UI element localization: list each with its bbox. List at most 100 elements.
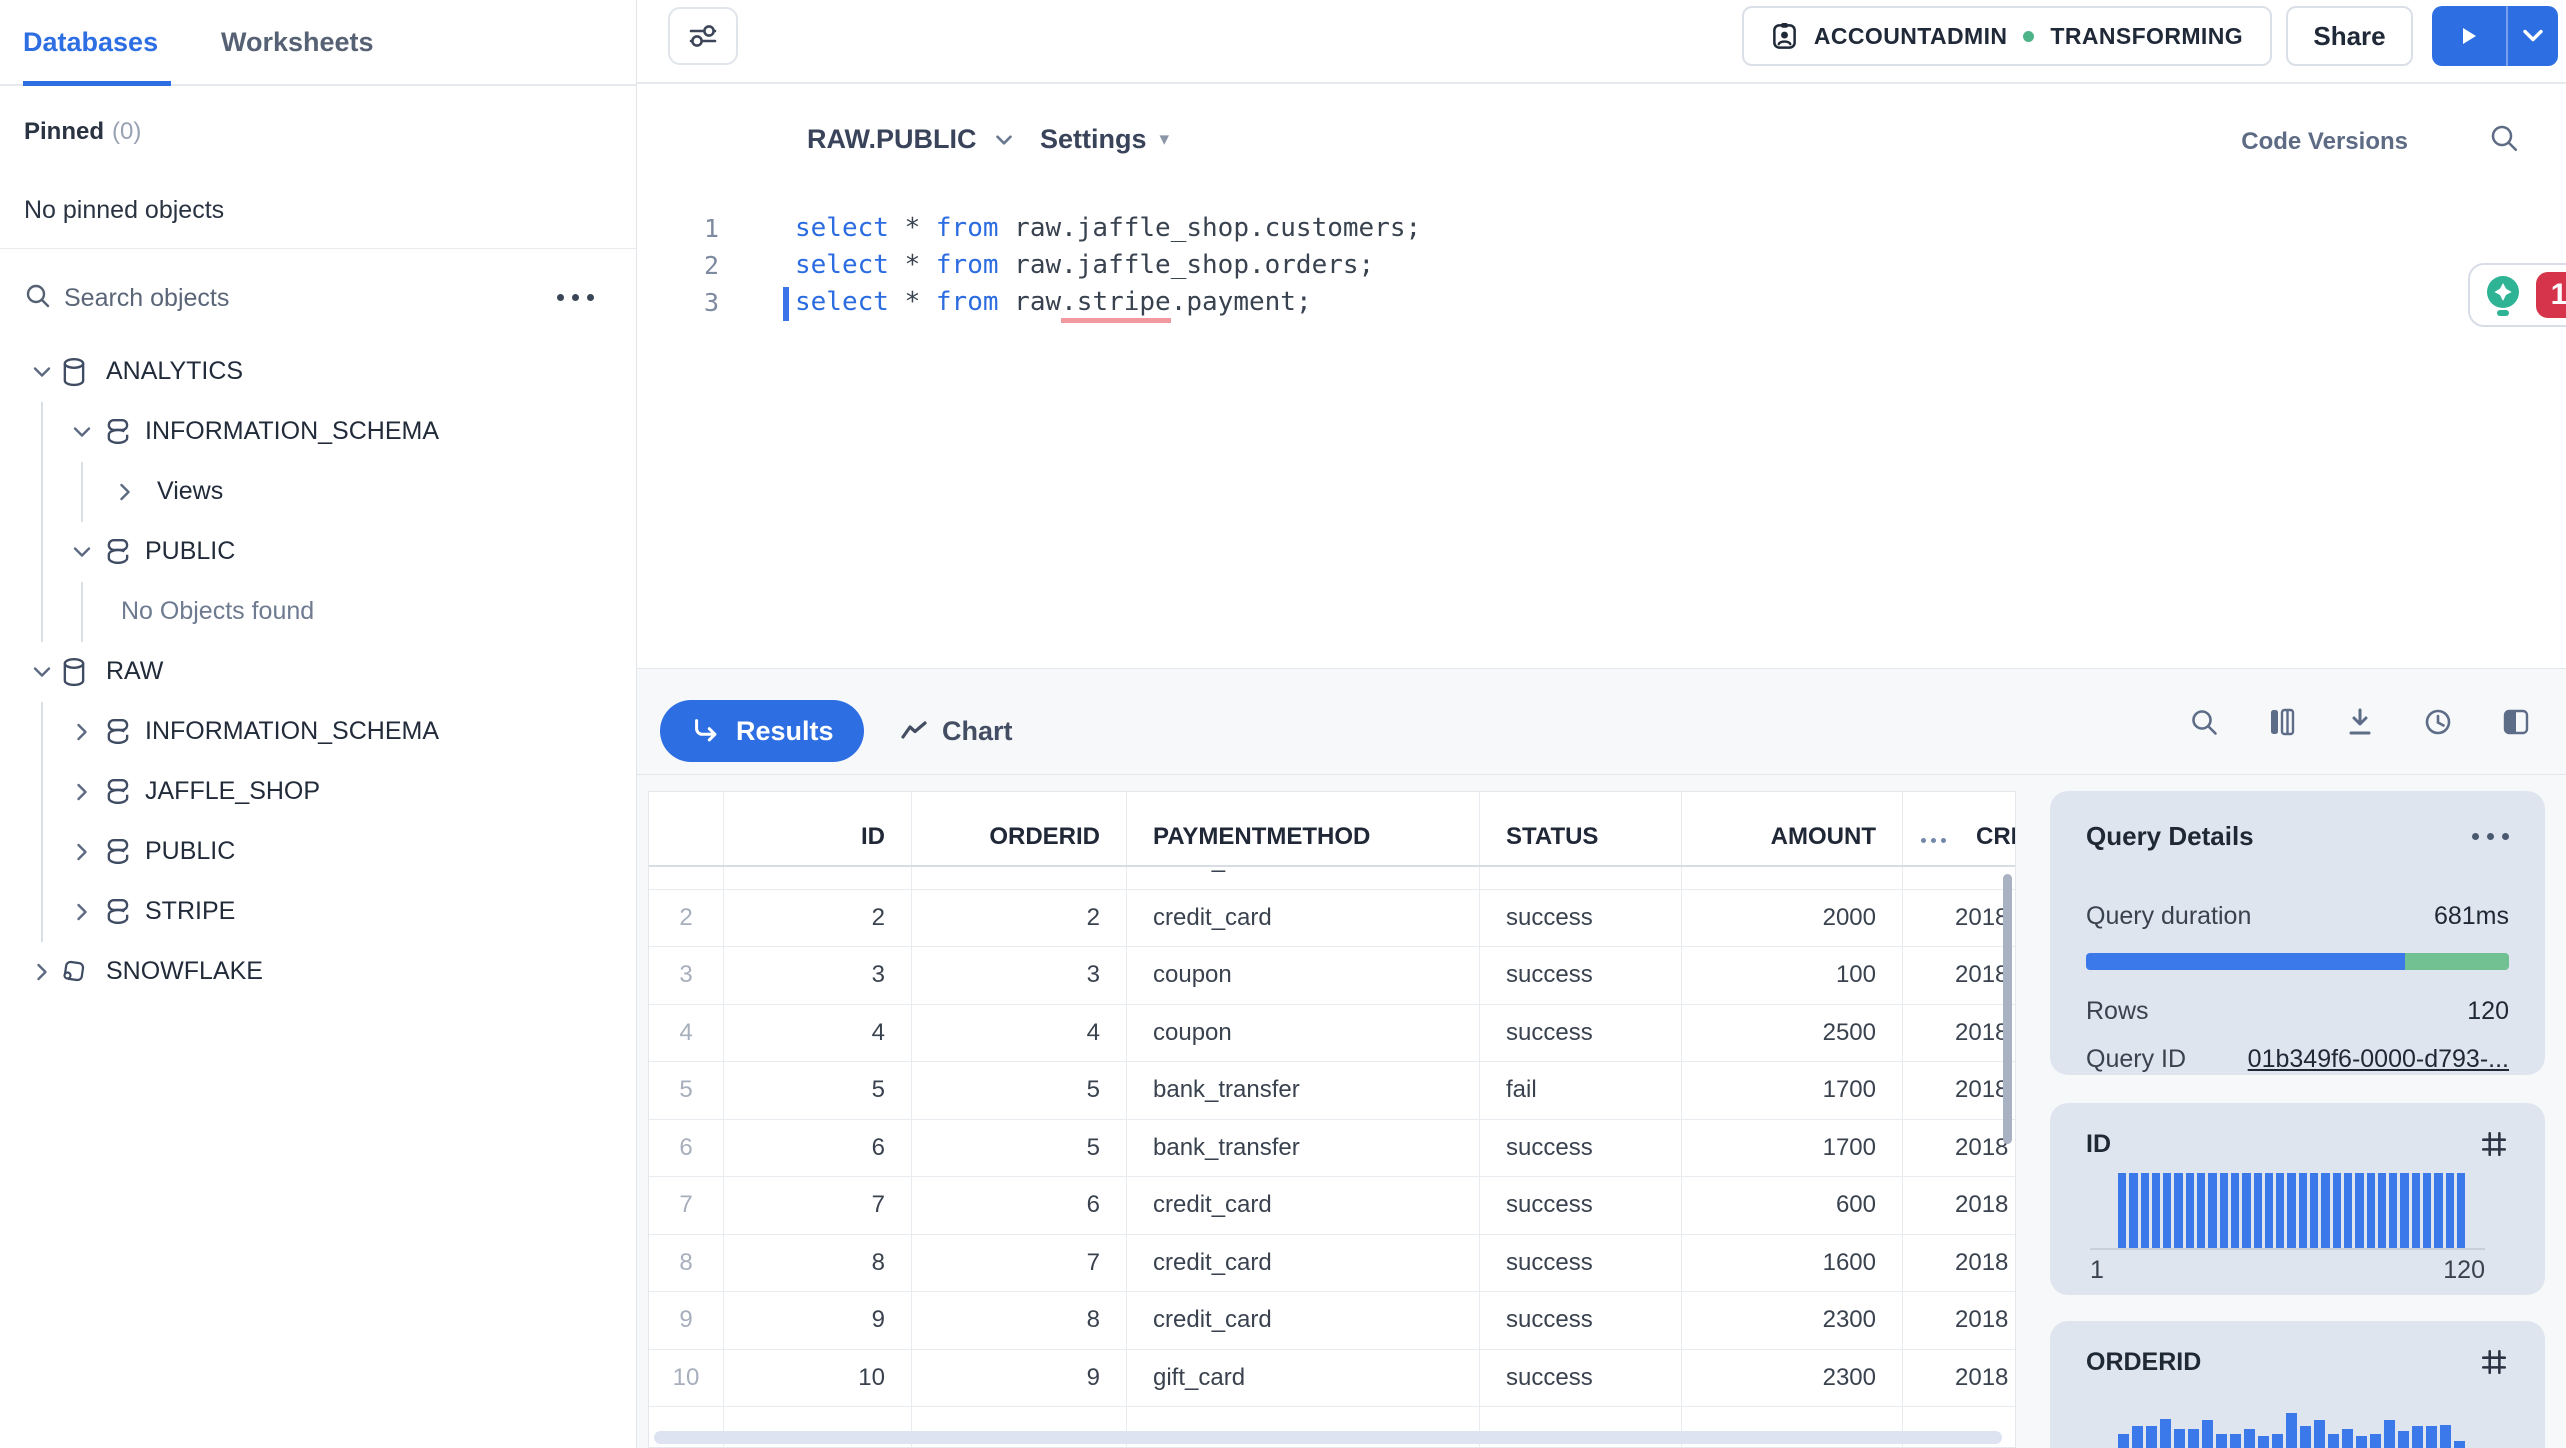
table-row[interactable]: 9 9 8 credit_card success 2300 2018 bbox=[649, 1292, 2015, 1350]
query-details-menu-icon[interactable] bbox=[2472, 833, 2509, 840]
tab-results[interactable]: Results bbox=[660, 700, 864, 762]
tab-databases[interactable]: Databases bbox=[23, 27, 159, 57]
table-row[interactable]: 5 5 5 bank_transfer fail 1700 2018 bbox=[649, 1062, 2015, 1120]
sidebar-more-menu-icon[interactable] bbox=[557, 294, 594, 301]
run-button[interactable] bbox=[2432, 6, 2508, 66]
tree-item-label: PUBLIC bbox=[145, 837, 236, 865]
vertical-scrollbar[interactable] bbox=[2003, 874, 2012, 1144]
table-cell: success bbox=[1480, 1349, 1682, 1406]
histogram-bar bbox=[2321, 1173, 2330, 1249]
chevron-down-icon[interactable] bbox=[30, 360, 54, 384]
run-options-button[interactable] bbox=[2508, 6, 2558, 66]
tab-worksheets[interactable]: Worksheets bbox=[221, 27, 374, 57]
tree-item-snowflake[interactable]: SNOWFLAKE bbox=[0, 942, 636, 1002]
numeric-type-icon[interactable] bbox=[2479, 1347, 2509, 1377]
table-cell bbox=[1480, 1407, 1682, 1447]
table-cell: 2018 bbox=[1903, 890, 2015, 947]
filters-button[interactable] bbox=[668, 7, 738, 65]
table-row[interactable]: 8 8 7 credit_card success 1600 2018 bbox=[649, 1234, 2015, 1292]
tree-item-analytics[interactable]: ANALYTICS bbox=[0, 342, 636, 402]
histogram-bar bbox=[2456, 1173, 2466, 1249]
chevron-down-icon[interactable] bbox=[70, 540, 94, 564]
column-header-status[interactable]: STATUS bbox=[1480, 792, 1682, 865]
table-row[interactable]: 7 7 6 credit_card success 600 2018 bbox=[649, 1177, 2015, 1235]
column-header-id[interactable]: ID bbox=[724, 792, 912, 865]
table-cell: 2018 bbox=[1903, 947, 2015, 1004]
tree-item-raw[interactable]: RAW bbox=[0, 642, 636, 702]
editor-search-icon[interactable] bbox=[2488, 122, 2520, 154]
numeric-type-icon[interactable] bbox=[2479, 1129, 2509, 1159]
column-header-rownum[interactable] bbox=[649, 792, 724, 865]
table-cell: credit_card bbox=[1127, 1234, 1480, 1291]
histogram-bar bbox=[2253, 1173, 2262, 1249]
tree-item-label: INFORMATION_SCHEMA bbox=[145, 417, 439, 445]
histogram-bar bbox=[2332, 1173, 2341, 1249]
table-cell: 9 bbox=[724, 1292, 912, 1349]
code-versions-link[interactable]: Code Versions bbox=[2241, 128, 2408, 155]
tree-item-public[interactable]: PUBLIC bbox=[0, 522, 636, 582]
chevron-down-icon[interactable] bbox=[70, 420, 94, 444]
histogram-bar bbox=[2197, 1173, 2206, 1249]
histogram-bar bbox=[2276, 1173, 2285, 1249]
share-button[interactable]: Share bbox=[2286, 6, 2413, 66]
chevron-right-icon[interactable] bbox=[70, 720, 94, 744]
sidebar-tabs: Databases Worksheets bbox=[0, 0, 636, 86]
column-menu-icon[interactable] bbox=[1921, 838, 1946, 851]
tree-item-views[interactable]: Views bbox=[0, 462, 636, 522]
code-text: select * from raw.jaffle_shop.orders; bbox=[795, 250, 1375, 280]
tree-item-jaffle-shop[interactable]: JAFFLE_SHOP bbox=[0, 762, 636, 822]
histogram-bar bbox=[2287, 1173, 2296, 1249]
divider bbox=[0, 248, 636, 249]
column-panel-id: ID 1 120 bbox=[2050, 1103, 2545, 1295]
histogram-bar bbox=[2272, 1433, 2283, 1448]
tree-item-information-schema[interactable]: INFORMATION_SCHEMA bbox=[0, 402, 636, 462]
column-header-paymentmethod[interactable]: PAYMENTMETHOD bbox=[1127, 792, 1480, 865]
search-results-icon[interactable] bbox=[2188, 706, 2220, 738]
chevron-down-icon[interactable] bbox=[30, 660, 54, 684]
id-min-label: 1 bbox=[2090, 1256, 2104, 1284]
table-row[interactable]: 2 2 2 credit_card success 2000 2018 bbox=[649, 889, 2015, 947]
table-row[interactable]: 6 6 5 bank_transfer success 1700 2018 bbox=[649, 1119, 2015, 1177]
orderid-histogram bbox=[2086, 1395, 2509, 1448]
database-schema-selector[interactable]: RAW.PUBLIC bbox=[807, 124, 1016, 155]
chevron-right-icon[interactable] bbox=[70, 840, 94, 864]
column-header-label: STATUS bbox=[1506, 823, 1599, 850]
table-row[interactable]: 4 4 4 coupon success 2500 2018 bbox=[649, 1004, 2015, 1062]
axis-line bbox=[2090, 1248, 2485, 1250]
column-header-created[interactable]: CREATED bbox=[1903, 792, 2015, 865]
tree-item-public[interactable]: PUBLIC bbox=[0, 822, 636, 882]
horizontal-scrollbar[interactable] bbox=[654, 1431, 2002, 1444]
columns-icon[interactable] bbox=[2266, 706, 2298, 738]
table-row[interactable]: 3 3 3 coupon success 100 2018 bbox=[649, 947, 2015, 1005]
chevron-right-icon[interactable] bbox=[70, 900, 94, 924]
search-input-placeholder[interactable]: Search objects bbox=[64, 284, 230, 312]
lightbulb-icon bbox=[2480, 272, 2526, 318]
chart-tab-label: Chart bbox=[942, 715, 1013, 746]
chevron-right-icon[interactable] bbox=[113, 480, 137, 504]
schema-icon bbox=[104, 717, 132, 747]
query-id-link[interactable]: 01b349f6-0000-d793-... bbox=[2247, 1045, 2509, 1073]
table-row[interactable]: 10 10 9 gift_card success 2300 2018 bbox=[649, 1349, 2015, 1407]
split-panel-icon[interactable] bbox=[2500, 706, 2532, 738]
histogram-bar bbox=[2398, 1431, 2409, 1448]
history-clock-icon[interactable] bbox=[2422, 706, 2454, 738]
chevron-right-icon[interactable] bbox=[70, 780, 94, 804]
settings-dropdown[interactable]: Settings ▾ bbox=[1040, 124, 1169, 155]
object-search[interactable]: Search objects bbox=[0, 272, 636, 324]
column-header-orderid[interactable]: ORDERID bbox=[912, 792, 1127, 865]
tab-chart[interactable]: Chart bbox=[899, 700, 1013, 762]
copilot-suggestion-pill[interactable]: 1 bbox=[2468, 263, 2566, 327]
download-icon[interactable] bbox=[2344, 706, 2376, 738]
table-cell: 7 bbox=[912, 1234, 1127, 1291]
chevron-right-icon[interactable] bbox=[30, 960, 54, 984]
role-warehouse-selector[interactable]: ACCOUNTADMIN TRANSFORMING bbox=[1741, 6, 2272, 66]
tree-item-stripe[interactable]: STRIPE bbox=[0, 882, 636, 942]
histogram-bar bbox=[2230, 1433, 2241, 1448]
column-header-label: ID bbox=[861, 823, 885, 850]
schema-icon bbox=[104, 837, 132, 867]
table-cell: success bbox=[1480, 947, 1682, 1004]
code-editor[interactable]: 1 select * from raw.jaffle_shop.customers… bbox=[637, 211, 2566, 323]
column-header-amount[interactable]: AMOUNT bbox=[1682, 792, 1903, 865]
histogram-bar bbox=[2219, 1173, 2228, 1249]
tree-item-information-schema[interactable]: INFORMATION_SCHEMA bbox=[0, 702, 636, 762]
